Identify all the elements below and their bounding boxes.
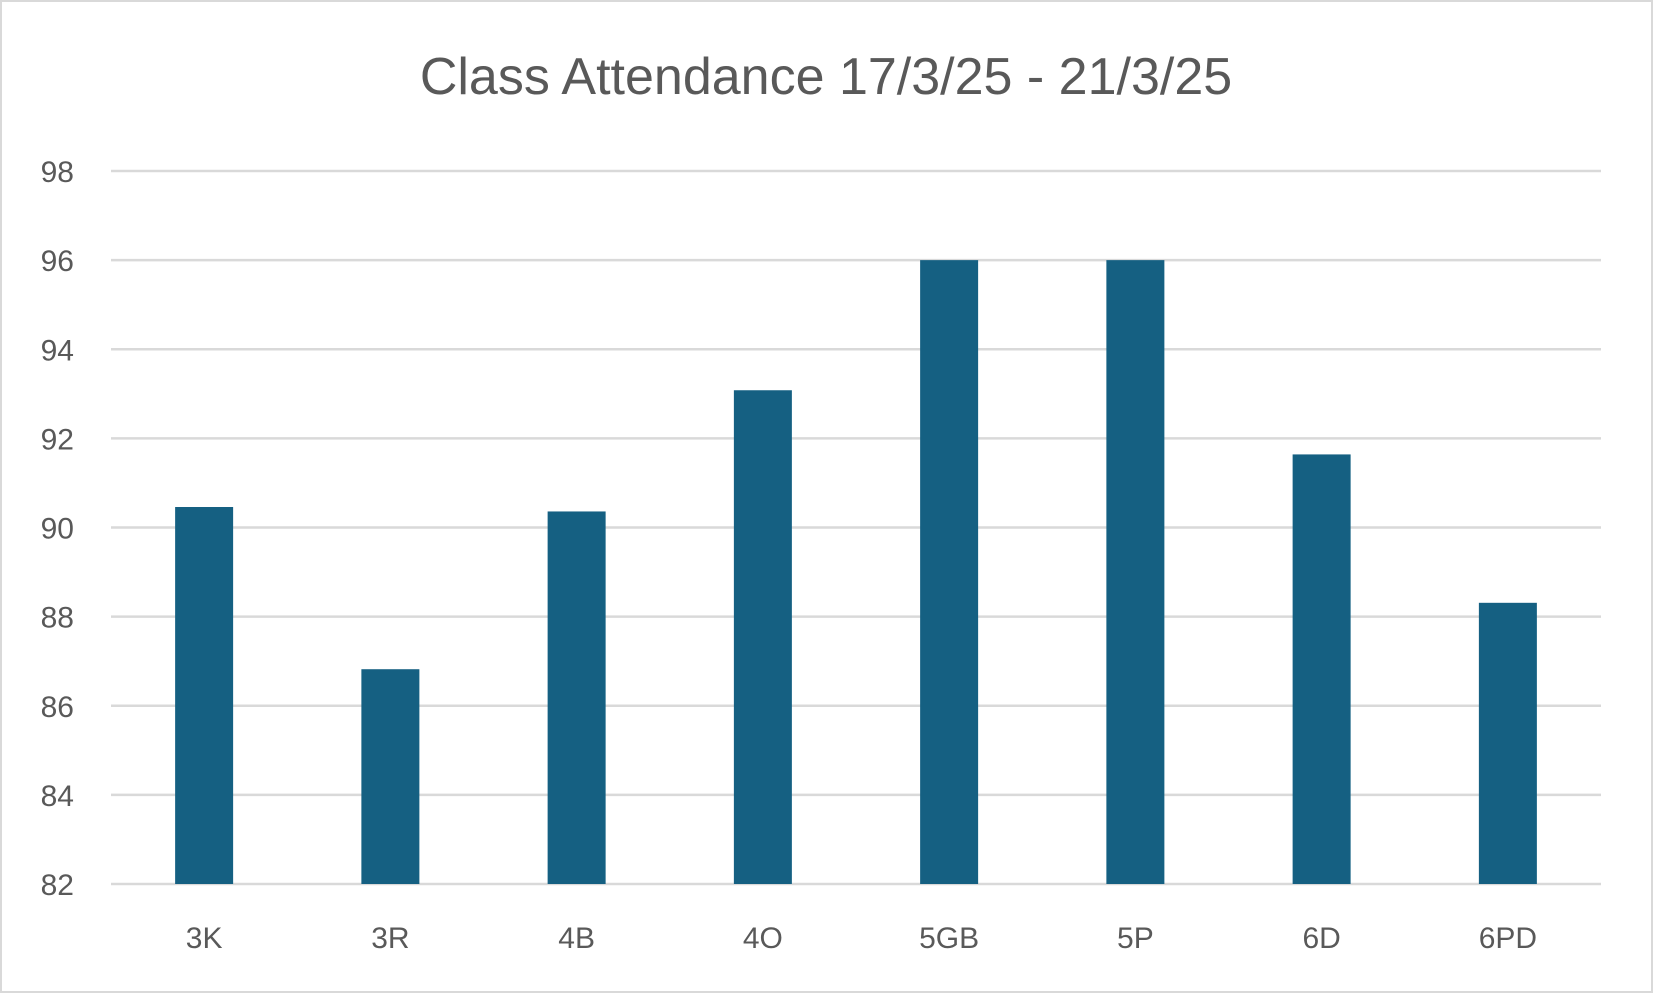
y-tick-label: 88 [41, 602, 74, 635]
y-tick-label: 86 [41, 691, 74, 724]
y-tick-label: 90 [41, 513, 74, 546]
x-tick-label: 5P [1117, 922, 1154, 955]
x-tick-label: 4O [743, 922, 783, 955]
y-tick-label: 96 [41, 245, 74, 278]
bar-6D [1292, 454, 1351, 884]
y-tick-label: 98 [41, 156, 74, 189]
x-tick-label: 3R [371, 922, 409, 955]
x-tick-label: 6D [1302, 922, 1340, 955]
y-tick-label: 84 [41, 780, 74, 813]
bar-5GB [920, 260, 979, 884]
bar-4O [733, 390, 792, 884]
chart-title: Class Attendance 17/3/25 - 21/3/25 [420, 48, 1232, 106]
bar-5P [1106, 260, 1165, 884]
y-tick-label: 94 [41, 334, 74, 367]
x-tick-label: 4B [558, 922, 595, 955]
bar-3K [175, 507, 234, 884]
x-tick-label: 5GB [919, 922, 979, 955]
bar-4B [547, 511, 606, 884]
bar-6PD [1478, 602, 1537, 884]
y-tick-label: 82 [41, 869, 74, 902]
y-tick-label: 92 [41, 423, 74, 456]
bar-3R [361, 669, 420, 884]
x-tick-label: 6PD [1479, 922, 1537, 955]
x-tick-label: 3K [186, 922, 223, 955]
